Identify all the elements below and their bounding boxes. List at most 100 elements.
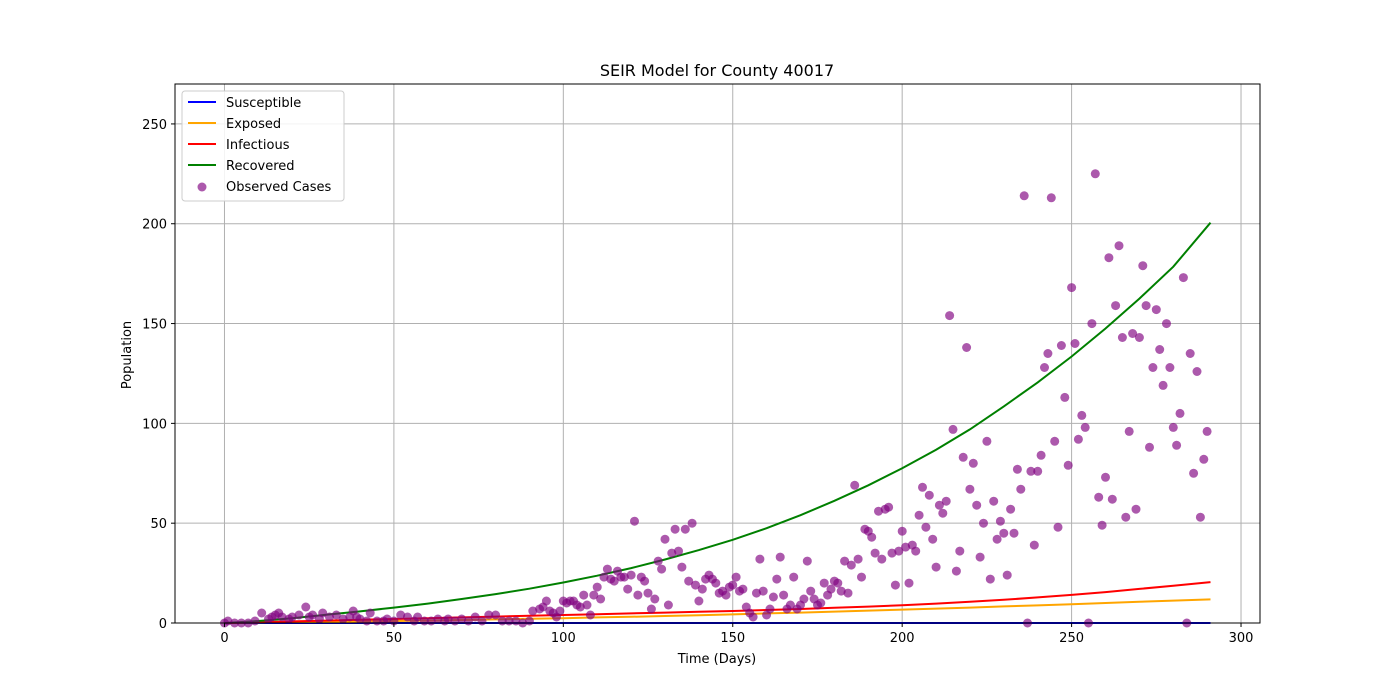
- observed-case-point: [928, 534, 938, 544]
- observed-case-point: [1131, 504, 1141, 514]
- observed-case-point: [721, 590, 731, 600]
- observed-case-point: [955, 546, 965, 556]
- observed-case-point: [1046, 193, 1056, 203]
- observed-case-point: [846, 560, 856, 570]
- observed-case-point: [325, 612, 334, 622]
- observed-case-point: [711, 578, 721, 588]
- observed-case-point: [1060, 392, 1070, 402]
- observed-case-point: [1138, 261, 1148, 271]
- x-axis-label: Time (Days): [677, 652, 757, 667]
- chart-title: SEIR Model for County 40017: [600, 61, 834, 80]
- x-tick-label: 0: [220, 631, 228, 646]
- observed-case-point: [1111, 301, 1121, 311]
- observed-case-point: [691, 580, 700, 590]
- observed-case-point: [277, 612, 287, 622]
- observed-case-point: [731, 572, 741, 582]
- observed-case-point: [619, 572, 629, 582]
- x-tick-label: 250: [1059, 631, 1084, 646]
- observed-case-point: [365, 608, 375, 618]
- observed-case-point: [904, 578, 914, 588]
- observed-case-point: [799, 594, 809, 604]
- observed-case-point: [1053, 522, 1063, 532]
- axes-frame: [174, 83, 1261, 624]
- observed-case-point: [1124, 426, 1134, 436]
- observed-case-point: [663, 600, 673, 610]
- observed-case-point: [1094, 492, 1104, 502]
- observed-case-point: [1168, 422, 1178, 432]
- observed-case-point: [911, 546, 921, 556]
- observed-case-point: [921, 522, 931, 532]
- observed-case-point: [1067, 283, 1077, 293]
- observed-case-point: [1162, 319, 1171, 329]
- observed-case-point: [850, 480, 860, 490]
- observed-case-point: [589, 590, 599, 600]
- observed-case-point: [318, 608, 328, 618]
- observed-case-point: [914, 510, 924, 520]
- observed-case-point: [918, 482, 927, 492]
- observed-case-point: [1134, 333, 1144, 342]
- observed-case-point: [633, 590, 643, 600]
- observed-case-point: [931, 562, 941, 572]
- observed-case-point: [941, 496, 951, 506]
- x-tick-label: 200: [890, 631, 915, 646]
- observed-case-point: [992, 534, 1002, 544]
- observed-case-point: [308, 610, 318, 620]
- observed-case-point: [640, 576, 650, 586]
- observed-case-point: [945, 311, 955, 321]
- observed-case-point: [1145, 442, 1154, 452]
- observed-case-point: [403, 612, 412, 622]
- observed-case-point: [958, 452, 968, 462]
- observed-case-point: [484, 610, 494, 620]
- observed-case-point: [870, 548, 880, 558]
- observed-case-point: [853, 554, 863, 564]
- observed-case-point: [975, 552, 985, 562]
- observed-case-point: [1155, 345, 1165, 354]
- observed-case-point: [1087, 319, 1097, 329]
- observed-case-point: [630, 516, 639, 526]
- legend-swatch-observed: [197, 182, 207, 192]
- observed-case-point: [1090, 169, 1100, 179]
- observed-case-point: [1009, 528, 1019, 538]
- x-tick-label: 50: [386, 631, 403, 646]
- observed-case-point: [962, 343, 972, 352]
- observed-case-point: [250, 616, 260, 626]
- observed-case-point: [413, 612, 423, 622]
- legend: Susceptible Exposed Infectious Recovered…: [181, 90, 345, 202]
- observed-case-point: [355, 614, 365, 624]
- observed-case-point: [331, 610, 341, 620]
- y-axis-label: Population: [120, 321, 135, 389]
- observed-case-point: [362, 616, 372, 626]
- observed-case-point: [585, 610, 595, 620]
- observed-case-point: [887, 548, 897, 558]
- observed-case-point: [1114, 241, 1124, 251]
- observed-case-point: [1036, 450, 1046, 460]
- observed-case-point: [1107, 494, 1117, 504]
- observed-case-point: [785, 600, 795, 610]
- observed-case-point: [657, 564, 667, 574]
- observed-case-point: [938, 508, 948, 518]
- observed-case-point: [660, 534, 670, 544]
- observed-case-point: [884, 502, 894, 512]
- observed-case-point: [680, 524, 690, 534]
- observed-case-point: [582, 600, 592, 610]
- observed-case-point: [596, 594, 606, 604]
- observed-case-point: [443, 614, 453, 624]
- observed-case-point: [924, 490, 934, 500]
- observed-case-point: [287, 612, 297, 622]
- observed-case-point: [1077, 410, 1087, 420]
- observed-case-point: [982, 436, 992, 446]
- observed-case-point: [1195, 512, 1205, 522]
- observed-case-point: [643, 588, 653, 598]
- observed-case-point: [1073, 434, 1083, 444]
- observed-case-point: [1189, 468, 1199, 478]
- observed-case-point: [433, 614, 443, 624]
- observed-case-point: [1002, 570, 1012, 580]
- observed-case-point: [592, 582, 602, 592]
- observed-case-point: [1178, 273, 1188, 283]
- observed-case-point: [1202, 426, 1212, 436]
- observed-case-point: [1199, 454, 1209, 464]
- observed-case-point: [301, 602, 311, 612]
- observed-case-point: [840, 556, 850, 566]
- observed-case-point: [294, 610, 304, 620]
- observed-case-point: [768, 592, 778, 602]
